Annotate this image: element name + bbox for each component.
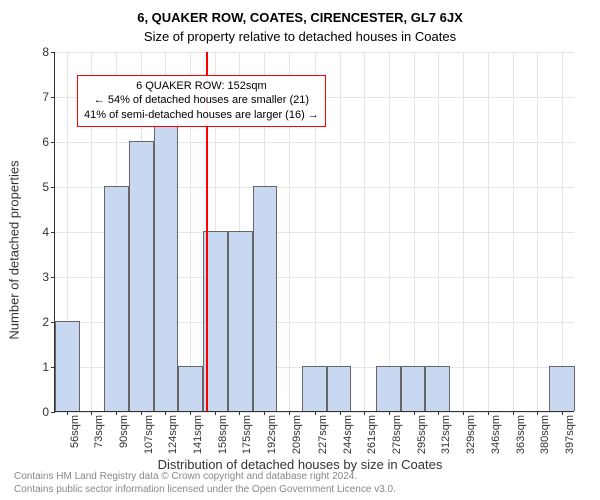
- gridline-vertical: [463, 52, 464, 411]
- xtick-mark: [463, 411, 464, 415]
- xtick-mark: [116, 411, 117, 415]
- chart-plot-area: 01234567856sqm73sqm90sqm107sqm124sqm141s…: [54, 52, 574, 412]
- y-axis-label: Number of detached properties: [7, 71, 22, 250]
- footer-line-1: Contains HM Land Registry data © Crown c…: [14, 471, 396, 484]
- xtick-label: 107sqm: [143, 415, 155, 454]
- x-axis-label: Distribution of detached houses by size …: [0, 457, 600, 472]
- xtick-mark: [414, 411, 415, 415]
- ytick-label: 2: [42, 315, 55, 329]
- histogram-bar: [55, 321, 80, 411]
- ytick-label: 8: [42, 45, 55, 59]
- xtick-mark: [389, 411, 390, 415]
- gridline-vertical: [438, 52, 439, 411]
- histogram-bar: [401, 366, 426, 411]
- gridline-vertical: [488, 52, 489, 411]
- footer-line-2: Contains public sector information licen…: [14, 484, 396, 497]
- xtick-mark: [215, 411, 216, 415]
- xtick-mark: [264, 411, 265, 415]
- xtick-mark: [488, 411, 489, 415]
- histogram-bar: [425, 366, 450, 411]
- xtick-label: 175sqm: [241, 415, 253, 454]
- xtick-label: 329sqm: [465, 415, 477, 454]
- histogram-bar: [178, 366, 203, 411]
- xtick-label: 380sqm: [539, 415, 551, 454]
- histogram-bar: [302, 366, 327, 411]
- xtick-mark: [67, 411, 68, 415]
- xtick-label: 244sqm: [342, 415, 354, 454]
- xtick-mark: [340, 411, 341, 415]
- ytick-label: 6: [42, 135, 55, 149]
- xtick-label: 397sqm: [564, 415, 576, 454]
- xtick-label: 278sqm: [391, 415, 403, 454]
- footer-attribution: Contains HM Land Registry data © Crown c…: [14, 471, 396, 496]
- gridline-vertical: [513, 52, 514, 411]
- xtick-label: 363sqm: [515, 415, 527, 454]
- xtick-mark: [513, 411, 514, 415]
- annotation-line-3: 41% of semi-detached houses are larger (…: [84, 108, 319, 123]
- ytick-label: 7: [42, 90, 55, 104]
- annotation-box: 6 QUAKER ROW: 152sqm← 54% of detached ho…: [77, 75, 326, 128]
- histogram-bar: [154, 96, 179, 411]
- xtick-label: 192sqm: [266, 415, 278, 454]
- annotation-line-2: ← 54% of detached houses are smaller (21…: [84, 93, 319, 108]
- xtick-mark: [315, 411, 316, 415]
- histogram-bar: [327, 366, 352, 411]
- xtick-label: 141sqm: [192, 415, 204, 454]
- histogram-bar: [549, 366, 575, 411]
- ytick-label: 0: [42, 405, 55, 419]
- plot-region: 01234567856sqm73sqm90sqm107sqm124sqm141s…: [54, 52, 574, 412]
- ytick-label: 4: [42, 225, 55, 239]
- histogram-bar: [228, 231, 253, 411]
- gridline-vertical: [364, 52, 365, 411]
- gridline-vertical: [414, 52, 415, 411]
- xtick-label: 227sqm: [317, 415, 329, 454]
- histogram-bar: [104, 186, 129, 411]
- xtick-label: 158sqm: [217, 415, 229, 454]
- gridline-vertical: [537, 52, 538, 411]
- xtick-label: 73sqm: [93, 415, 105, 448]
- xtick-label: 312sqm: [440, 415, 452, 454]
- annotation-line-1: 6 QUAKER ROW: 152sqm: [84, 79, 319, 94]
- xtick-mark: [190, 411, 191, 415]
- gridline-vertical: [340, 52, 341, 411]
- xtick-mark: [141, 411, 142, 415]
- xtick-label: 90sqm: [118, 415, 130, 448]
- chart-title-sub: Size of property relative to detached ho…: [0, 25, 600, 44]
- chart-title-main: 6, QUAKER ROW, COATES, CIRENCESTER, GL7 …: [0, 0, 600, 25]
- xtick-label: 346sqm: [490, 415, 502, 454]
- xtick-label: 124sqm: [167, 415, 179, 454]
- xtick-label: 209sqm: [291, 415, 303, 454]
- ytick-label: 3: [42, 270, 55, 284]
- histogram-bar: [376, 366, 401, 411]
- xtick-label: 295sqm: [416, 415, 428, 454]
- xtick-mark: [289, 411, 290, 415]
- xtick-label: 261sqm: [366, 415, 378, 454]
- ytick-label: 5: [42, 180, 55, 194]
- ytick-label: 1: [42, 360, 55, 374]
- gridline-vertical: [562, 52, 563, 411]
- xtick-mark: [562, 411, 563, 415]
- gridline-vertical: [389, 52, 390, 411]
- histogram-bar: [129, 141, 154, 411]
- histogram-bar: [253, 186, 278, 411]
- xtick-label: 56sqm: [69, 415, 81, 448]
